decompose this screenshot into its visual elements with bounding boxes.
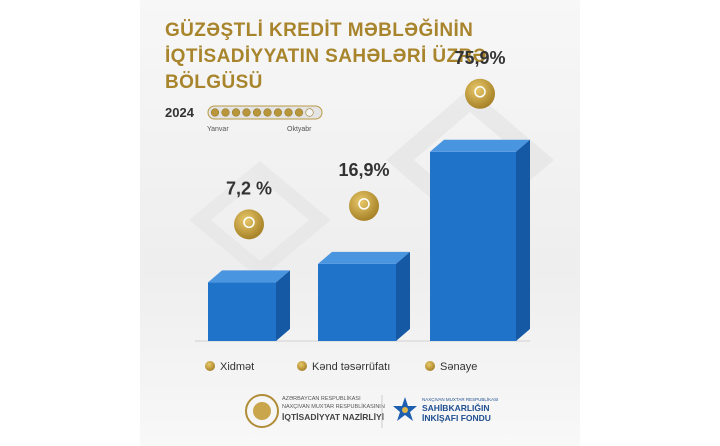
icon-glyph <box>474 86 486 98</box>
value-label: 16,9% <box>338 160 389 180</box>
timeline-dot <box>221 108 230 117</box>
footer-text: SAHİBKARLIĞIN <box>422 402 490 413</box>
bar-top <box>208 270 290 283</box>
category-dot <box>425 361 435 371</box>
value-label: 75,9% <box>454 48 505 68</box>
timeline-dot <box>273 108 283 117</box>
timeline-dot <box>242 108 251 117</box>
footer-text: NAXÇIVAN MUXTAR RESPUBLİKASININ <box>282 403 385 410</box>
year: 2024 <box>165 105 195 120</box>
title: GÜZƏŞTLİ KREDİT MƏBLƏĞİNİN İQTİSADİYYATI… <box>165 19 487 93</box>
icon <box>349 190 379 221</box>
bar <box>208 282 276 341</box>
timeline-dots <box>210 108 314 117</box>
bar-side <box>276 270 290 341</box>
category-label: Xidmət <box>220 361 254 373</box>
icon <box>465 78 495 109</box>
timeline-dot <box>284 108 293 117</box>
category-dot <box>297 361 307 371</box>
timeline-dot <box>231 108 241 117</box>
bar <box>430 151 516 341</box>
title-line: BÖLGÜSÜ <box>165 72 263 93</box>
title-line: GÜZƏŞTLİ KREDİT MƏBLƏĞİNİN <box>165 19 473 41</box>
icon <box>234 209 264 240</box>
title-line: İQTİSADİYYATIN SAHƏLƏRİ ÜZRƏ <box>165 46 487 67</box>
bars: 7,2 % Xidmət 16,9% Kənd təsərrüfatı 75,9% Sən… <box>205 48 530 373</box>
footer-text: İNKİŞAFI FONDU <box>422 413 491 423</box>
emblem <box>245 394 279 428</box>
category-label: Sənaye <box>440 361 477 373</box>
timeline-dot <box>210 108 220 117</box>
icon-glyph <box>358 198 370 210</box>
value-label: 7,2 % <box>226 178 272 198</box>
bar-side <box>396 251 410 341</box>
emblem <box>253 402 271 420</box>
icon-glyph <box>243 216 255 229</box>
timeline-dot <box>305 108 314 117</box>
footer-text: İQTİSADİYYAT NAZİRLİYİ <box>282 412 384 422</box>
bar-top <box>430 139 530 152</box>
timeline-dot <box>252 108 262 117</box>
bar <box>318 263 396 341</box>
timeline-dot <box>294 108 304 117</box>
category-label: Kənd təsərrüfatı <box>312 361 390 373</box>
category-dot <box>205 361 215 371</box>
timeline-dot <box>263 108 272 117</box>
fund-logo <box>402 407 408 413</box>
bar-side <box>516 139 530 341</box>
footer-text: NAXÇIVAN MUXTAR RESPUBLİKASI <box>422 396 498 402</box>
bar-top <box>318 251 410 264</box>
period-end: Oktyabr <box>287 126 312 133</box>
period-start: Yanvar <box>207 126 229 133</box>
footer-text: AZƏRBAYCAN RESPUBLİKASI <box>282 395 361 402</box>
